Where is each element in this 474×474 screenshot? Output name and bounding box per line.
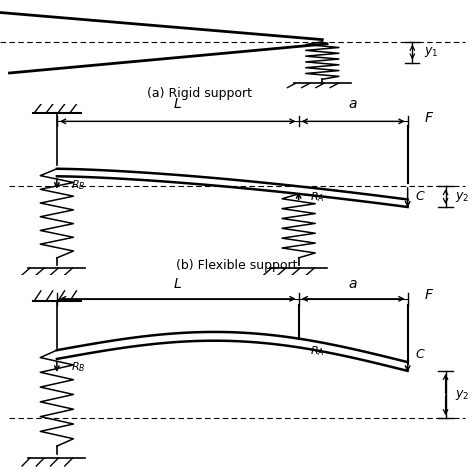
Text: (a) Rigid support: (a) Rigid support — [146, 87, 252, 100]
Text: $R_B$: $R_B$ — [71, 360, 86, 374]
Text: (b) Flexible support: (b) Flexible support — [176, 258, 298, 272]
Text: $y_1$: $y_1$ — [424, 45, 438, 59]
Text: $R_A$: $R_A$ — [310, 191, 325, 204]
Text: $C$: $C$ — [415, 190, 426, 203]
Text: $y_2$: $y_2$ — [455, 388, 469, 401]
Text: $a$: $a$ — [348, 277, 358, 291]
Text: $F$: $F$ — [424, 111, 434, 125]
Text: $F$: $F$ — [424, 288, 434, 302]
Text: $C$: $C$ — [415, 348, 426, 361]
Text: $L$: $L$ — [173, 277, 182, 291]
Text: $y_2$: $y_2$ — [455, 190, 469, 204]
Text: $L$: $L$ — [173, 97, 182, 111]
Text: $a$: $a$ — [348, 97, 358, 111]
Text: $R_B$: $R_B$ — [71, 178, 86, 191]
Text: $R_A$: $R_A$ — [310, 344, 325, 358]
